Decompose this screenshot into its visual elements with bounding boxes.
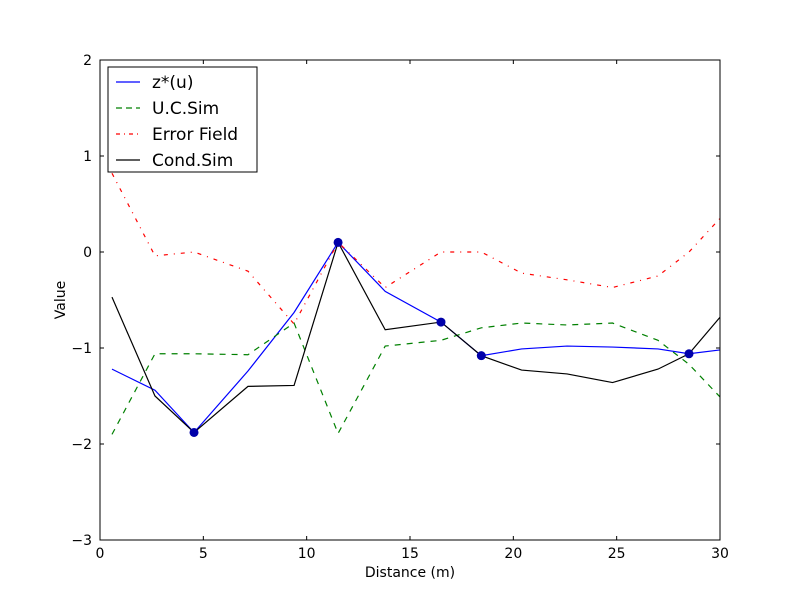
- legend: z*(u) U.C.Sim Error Field Cond.Sim: [107, 66, 258, 173]
- legend-label: z*(u): [152, 73, 193, 93]
- conditioning-points: [189, 237, 694, 437]
- legend-label: U.C.Sim: [152, 99, 219, 119]
- conditioning-point: [684, 349, 694, 359]
- y-tick-label: 1: [83, 149, 92, 165]
- y-tick-label: 2: [83, 53, 92, 69]
- y-axis-label: Value: [53, 281, 69, 319]
- axis-ticks: 0 5 10 15 20 25 30 −3 −2 −1 0 1 2: [71, 53, 729, 562]
- y-tick-label: −3: [71, 533, 92, 549]
- legend-label: Error Field: [152, 125, 238, 145]
- conditioning-point: [333, 237, 343, 247]
- series-line-u-c-sim: [111, 322, 721, 435]
- x-tick-label: 15: [401, 546, 419, 562]
- y-tick-label: 0: [83, 245, 92, 261]
- x-tick-label: 10: [298, 546, 316, 562]
- conditioning-point: [189, 427, 199, 437]
- x-tick-label: 30: [711, 546, 729, 562]
- y-tick-label: −2: [71, 437, 92, 453]
- x-tick-label: 25: [608, 546, 626, 562]
- x-tick-label: 0: [96, 546, 105, 562]
- y-tick-label: −1: [71, 341, 92, 357]
- x-axis-label: Distance (m): [365, 565, 455, 581]
- conditioning-point: [436, 317, 446, 327]
- x-tick-label: 20: [504, 546, 522, 562]
- x-tick-label: 5: [199, 546, 208, 562]
- conditioning-point: [476, 351, 486, 361]
- legend-box: [107, 66, 258, 173]
- legend-label: Cond.Sim: [152, 151, 233, 171]
